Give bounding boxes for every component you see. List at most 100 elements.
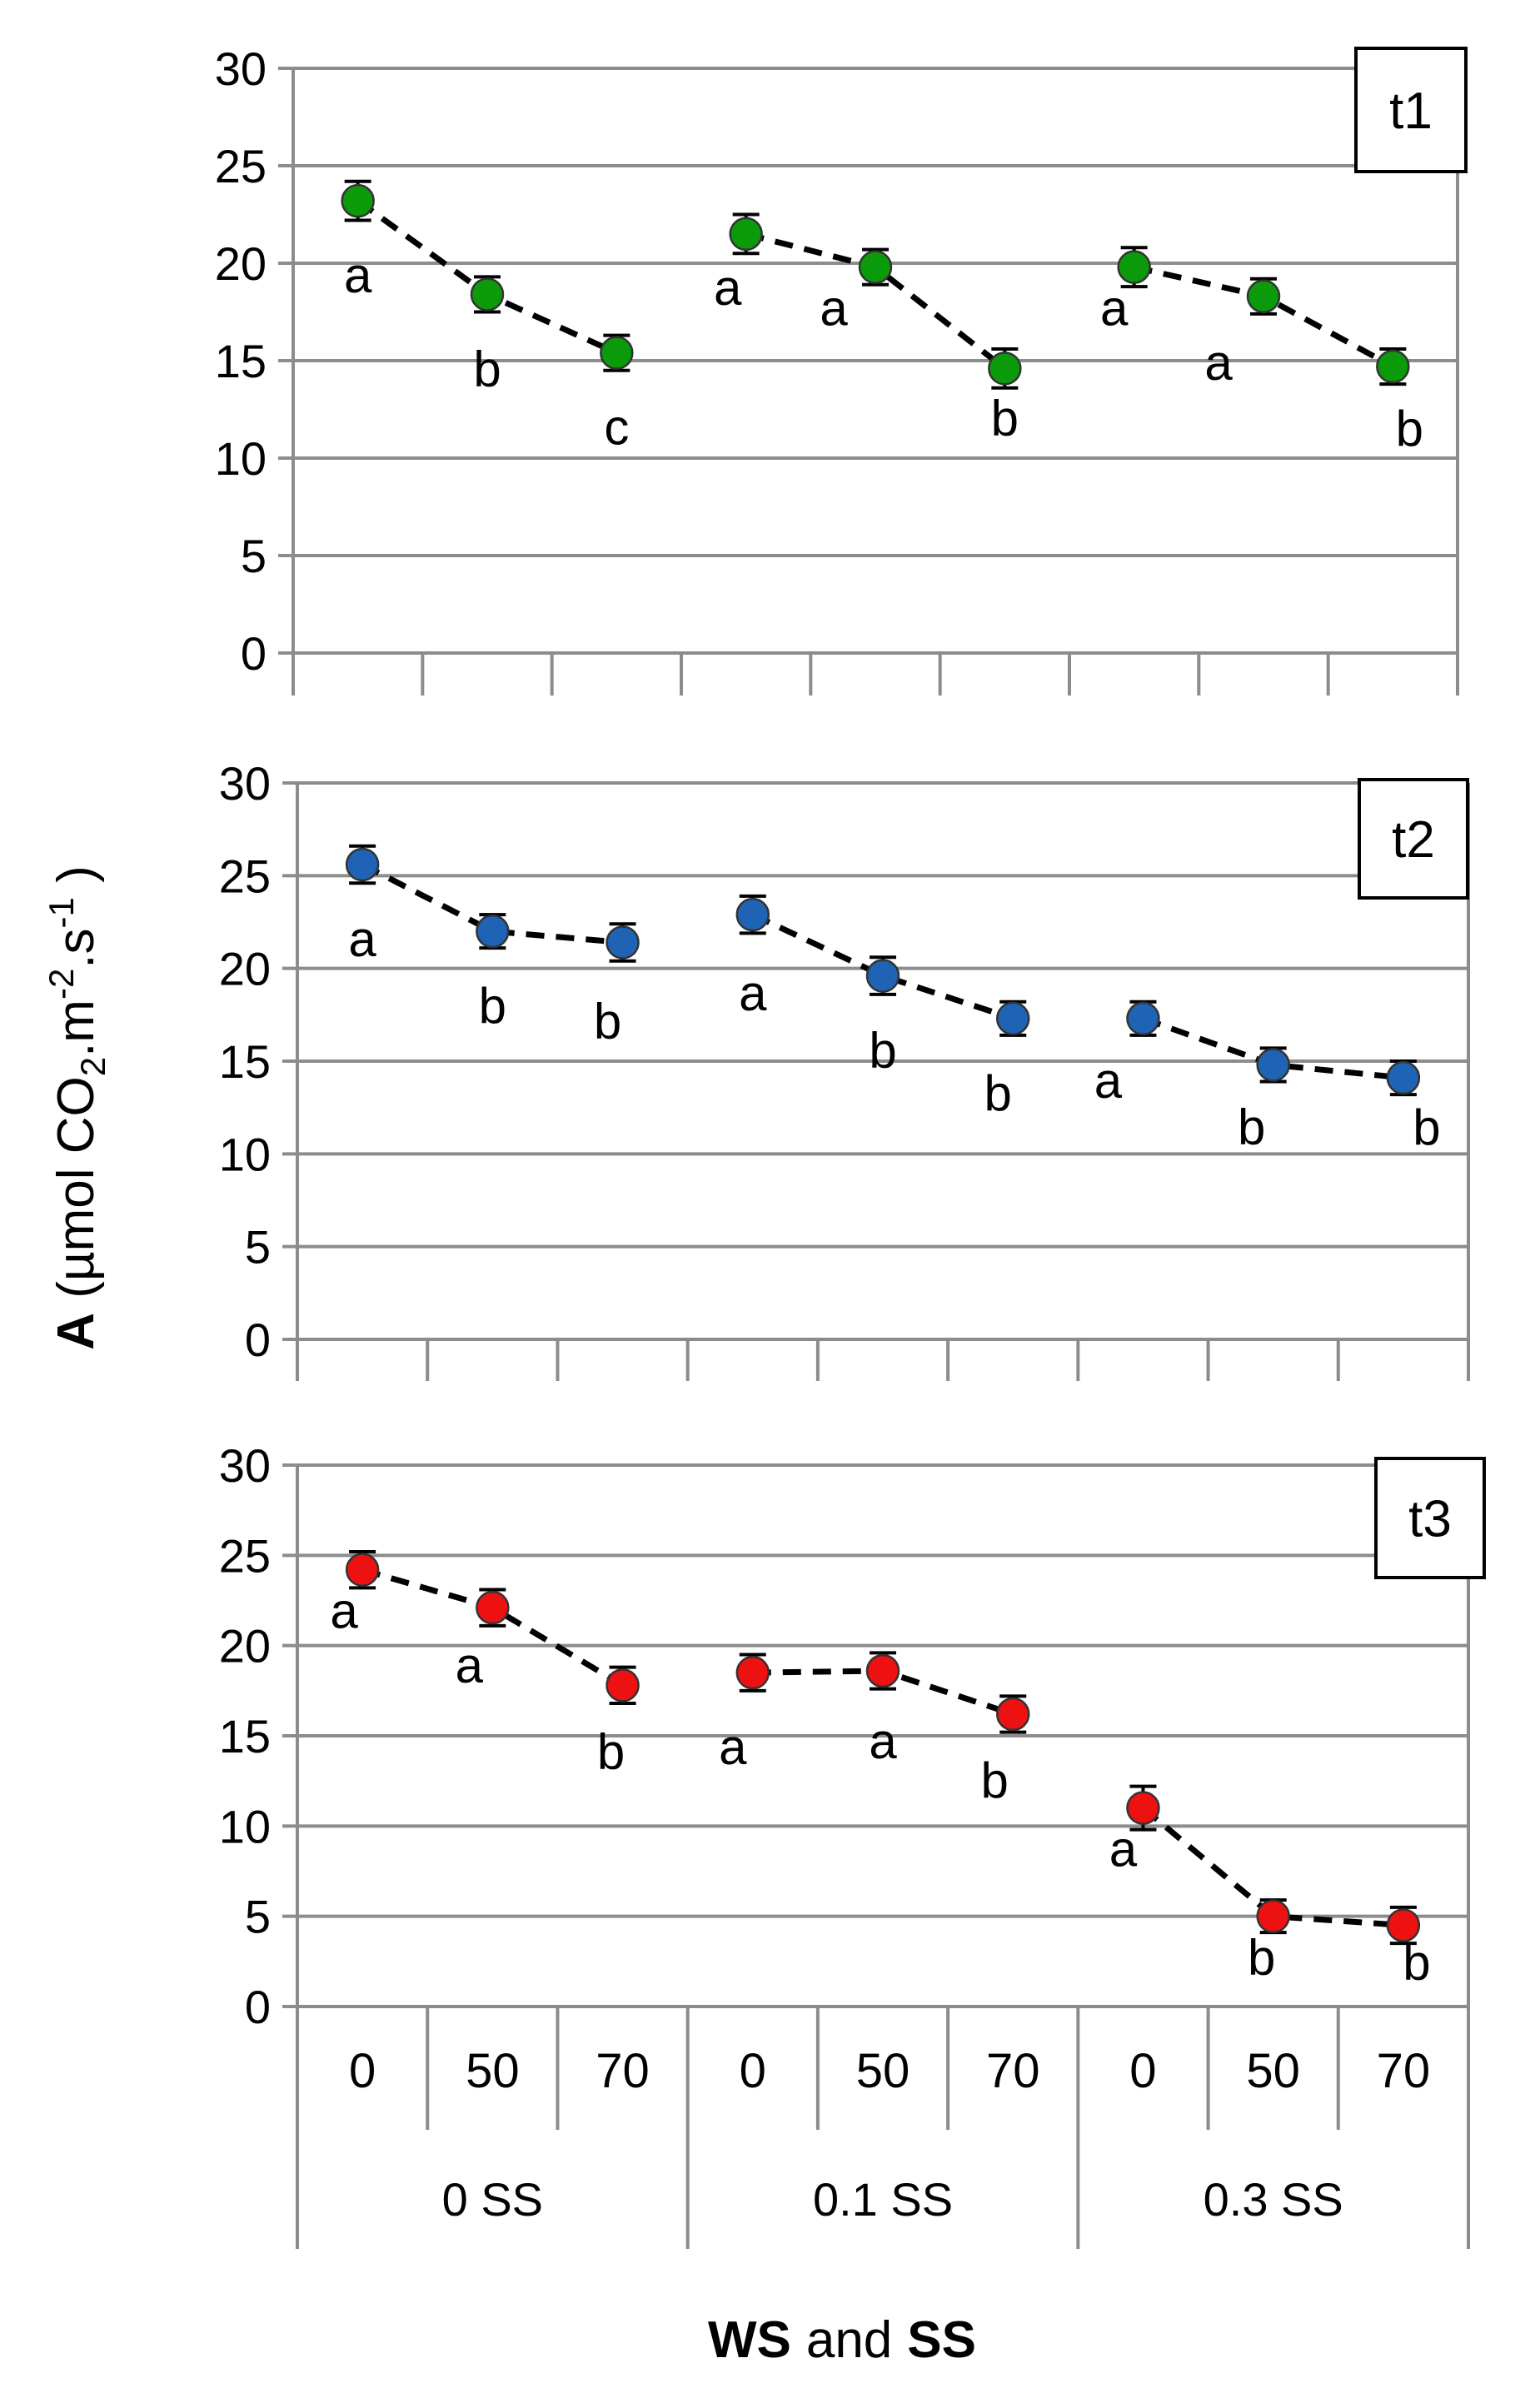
y-tick-label: 5 <box>245 1221 271 1274</box>
significance-letter: a <box>739 965 767 1021</box>
panel-label-box <box>1354 47 1468 173</box>
y-tick-label: 10 <box>215 432 267 485</box>
x-category-label: 70 <box>986 2044 1040 2098</box>
significance-letter: b <box>991 390 1019 446</box>
data-point <box>988 351 1022 386</box>
series-line <box>751 911 1014 1022</box>
y-tick-label: 0 <box>241 627 267 680</box>
significance-letter: b <box>981 1752 1009 1808</box>
y-tick-label: 30 <box>215 42 267 95</box>
y-tick-label: 30 <box>219 757 271 810</box>
y-axis-label-unit: (µmol CO <box>47 1076 105 1313</box>
data-point <box>1256 1899 1290 1933</box>
significance-letter: a <box>1204 335 1233 391</box>
panel-t2: 0 5 10 15 20 25 30 a b b a b b a b b t2 <box>219 757 1470 1381</box>
significance-letter: a <box>719 1719 747 1775</box>
y-axis-label-sub: 2 <box>73 1057 112 1076</box>
x-axis-categories: 0 50 70 0 50 70 0 50 70 0 SS 0.1 SS 0.3 SS <box>296 2044 1470 2249</box>
data-point <box>606 925 640 960</box>
significance-letter: b <box>1403 1935 1430 1991</box>
y-tick-label: 10 <box>219 1800 271 1852</box>
data-point <box>1376 349 1410 384</box>
y-tick-label: 25 <box>219 850 271 902</box>
data-point <box>345 847 380 882</box>
x-category-label: 50 <box>1246 2044 1300 2098</box>
panel-t1: 0 5 10 15 20 25 30 a b c a a b a a b t1 <box>215 42 1468 695</box>
significance-letter: b <box>984 1065 1012 1121</box>
significance-letter: a <box>1100 281 1129 337</box>
y-axis-label-bold: A <box>47 1313 105 1350</box>
x-category-label: 0 <box>349 2044 376 2098</box>
panel-t3: 0 5 10 15 20 25 30 a a b a a b a b b t3 <box>219 1439 1486 2130</box>
x-category-label: 70 <box>596 2044 650 2098</box>
y-tick-label: 0 <box>245 1314 271 1366</box>
x-axis-label-ss: SS <box>907 2311 976 2369</box>
y-axis-label-close: ) <box>47 865 105 897</box>
y-tick-label: 5 <box>241 530 267 582</box>
significance-letter: a <box>1109 1822 1138 1877</box>
panels: 0 5 10 15 20 25 30 a b c a a b a a b t1 0 5 10 15 20 25 30 a b b a b… <box>215 42 1486 2130</box>
significance-letter: a <box>348 911 376 967</box>
y-tick-label: 5 <box>245 1891 271 1943</box>
y-tick-label: 20 <box>219 1620 271 1673</box>
y-tick-label: 20 <box>215 237 267 290</box>
data-point <box>341 183 375 218</box>
x-category-label: 0 <box>740 2044 766 2098</box>
significance-letter: b <box>473 341 501 396</box>
significance-letter: b <box>869 1023 896 1079</box>
panel-label-box <box>1358 778 1469 900</box>
significance-letter: c <box>604 400 629 456</box>
series-line <box>1141 1805 1404 1928</box>
x-group-label: 0 SS <box>442 2173 543 2226</box>
significance-letter: b <box>597 1723 625 1779</box>
panel-label-box <box>1374 1457 1486 1579</box>
x-category-label: 50 <box>856 2044 910 2098</box>
panel-label: t2 <box>1392 811 1435 869</box>
y-tick-label: 15 <box>215 335 267 387</box>
significance-letter: a <box>714 260 742 316</box>
y-axis-label-sup-s: -1 <box>42 897 81 928</box>
data-point <box>600 336 634 370</box>
data-point <box>1386 1908 1421 1942</box>
y-tick-label: 30 <box>219 1439 271 1492</box>
significance-letter: a <box>344 247 372 303</box>
y-axis-label-s: .s <box>47 928 105 968</box>
data-point <box>865 959 900 993</box>
data-point <box>735 1655 770 1690</box>
data-point <box>995 1697 1030 1732</box>
panel-label: t1 <box>1389 82 1433 140</box>
significance-letter: b <box>1248 1930 1275 1986</box>
significance-letter: a <box>820 281 848 337</box>
y-axis-label: A (µmol CO2.m-2.s-1 ) <box>42 865 112 1350</box>
significance-letter: b <box>594 993 621 1049</box>
data-point <box>476 914 510 949</box>
y-tick-label: 20 <box>219 943 271 995</box>
significance-letter: b <box>479 978 506 1034</box>
x-axis-label-ws: WS <box>708 2311 791 2369</box>
data-point <box>476 1590 510 1625</box>
panel-label: t3 <box>1408 1491 1452 1548</box>
y-tick-label: 25 <box>215 140 267 192</box>
significance-letter: b <box>1413 1099 1440 1155</box>
y-tick-label: 10 <box>219 1128 271 1180</box>
y-axis-label-m: .m <box>47 1000 105 1057</box>
x-axis-label: WS and SS <box>708 2311 976 2369</box>
y-tick-label: 25 <box>219 1529 271 1582</box>
data-point <box>995 1001 1030 1036</box>
x-axis-label-and: and <box>806 2311 892 2369</box>
data-point <box>606 1668 640 1703</box>
data-point <box>1126 1791 1160 1825</box>
significance-letter: a <box>456 1638 484 1693</box>
data-point <box>1256 1048 1290 1082</box>
significance-letter: b <box>1238 1099 1265 1154</box>
x-group-label: 0.3 SS <box>1204 2173 1343 2226</box>
data-point <box>1386 1060 1421 1095</box>
y-tick-label: 15 <box>219 1035 271 1088</box>
significance-letter: a <box>330 1583 358 1639</box>
data-point <box>735 897 770 932</box>
significance-letter: b <box>1396 401 1423 456</box>
y-axis-label-sup-m: -2 <box>42 969 81 1000</box>
x-category-label: 0 <box>1129 2044 1156 2098</box>
data-point <box>470 277 505 312</box>
